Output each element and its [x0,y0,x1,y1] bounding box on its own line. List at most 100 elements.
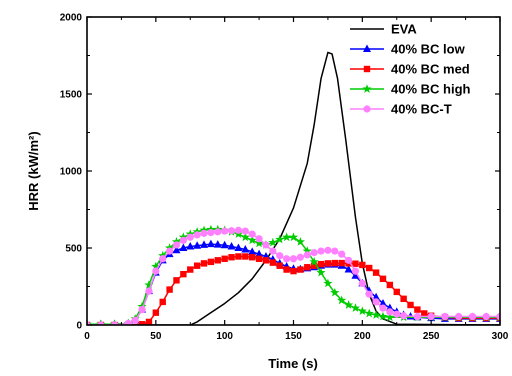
data-point [268,237,278,247]
data-point [496,312,500,321]
data-point [379,304,387,312]
data-point [131,316,139,324]
data-point [366,264,373,272]
data-point [173,277,180,284]
axes: 0 50 100 150 200 250 300 0 500 1000 1500 2000 [60,13,509,343]
x-tick-label: 50 [150,331,162,342]
data-point [97,321,105,325]
data-point [179,243,188,251]
data-point [337,295,347,305]
data-point [413,312,421,321]
y-tick-label: 1500 [60,90,83,101]
data-point [193,231,201,239]
data-point [269,259,277,266]
data-point [330,287,340,297]
data-point [282,232,292,242]
data-point [283,255,291,263]
data-point [180,270,187,278]
data-point [159,298,166,306]
series-line [87,255,500,325]
data-point [378,311,388,321]
data-point [241,245,250,253]
data-point [227,227,236,235]
data-point [331,247,339,255]
legend-item-3: 40% BC high [350,82,471,97]
data-point [206,239,215,248]
data-point [400,312,408,320]
data-point [351,267,360,275]
data-point [247,235,257,245]
data-point [262,241,270,249]
data-point [152,267,160,275]
legend: EVA 40% BC low 40% BC med 40% BC high 40% BC… [350,22,471,117]
data-point [269,247,277,255]
data-point [289,255,298,263]
data-point [214,228,222,236]
plot-area [87,51,500,325]
data-point [357,306,367,316]
data-point [138,321,146,325]
data-point [309,257,319,266]
series-line [87,229,500,325]
data-point [214,257,221,264]
legend-label: 40% BC high [391,82,471,97]
data-point [352,260,359,267]
data-point [151,261,161,271]
legend-item-4: 40% BC-T [350,102,452,117]
data-point [372,292,381,301]
data-point [338,259,345,267]
data-point [193,262,201,269]
data-point [482,312,490,321]
data-point [145,287,153,295]
legend-label: 40% BC low [391,42,466,57]
data-point [172,245,181,254]
data-point [200,229,208,237]
data-point [283,266,290,273]
data-point [407,301,414,309]
legend-label: 40% BC med [391,62,470,77]
data-point [152,309,160,316]
data-point [255,235,263,243]
y-axis-title: HRR (kW/m²) [26,131,41,210]
data-point [331,259,338,267]
legend-item-0: EVA [350,22,417,37]
legend-swatch-marker [363,44,371,52]
data-point [371,310,381,319]
data-point [414,306,421,313]
legend-label: 40% BC-T [391,102,452,117]
data-point [351,271,360,279]
data-point [241,227,249,235]
data-point [290,267,297,275]
data-point [365,290,373,298]
y-tick-label: 0 [76,321,82,332]
data-point [310,249,318,257]
data-point [455,312,463,321]
data-point [296,253,304,261]
series-4 [87,226,500,325]
data-point [159,255,167,263]
data-point [249,254,256,261]
data-point [303,251,311,259]
data-point [220,240,229,249]
data-point [172,241,181,249]
data-point [166,247,174,255]
data-point [344,265,353,273]
data-point [316,267,326,277]
data-point [138,306,146,314]
data-point [441,312,449,321]
x-tick-label: 300 [492,331,509,342]
x-tick-label: 0 [84,331,90,342]
data-point [248,247,257,255]
data-point [386,281,394,289]
data-point [468,312,477,321]
data-point [186,233,194,241]
data-point [276,252,284,260]
data-point [324,246,332,254]
data-point [358,279,366,288]
data-point [262,257,270,264]
data-point [276,262,283,269]
data-point [240,232,250,242]
x-tick-label: 100 [216,331,233,342]
series-2 [87,253,500,325]
data-point [386,308,394,316]
